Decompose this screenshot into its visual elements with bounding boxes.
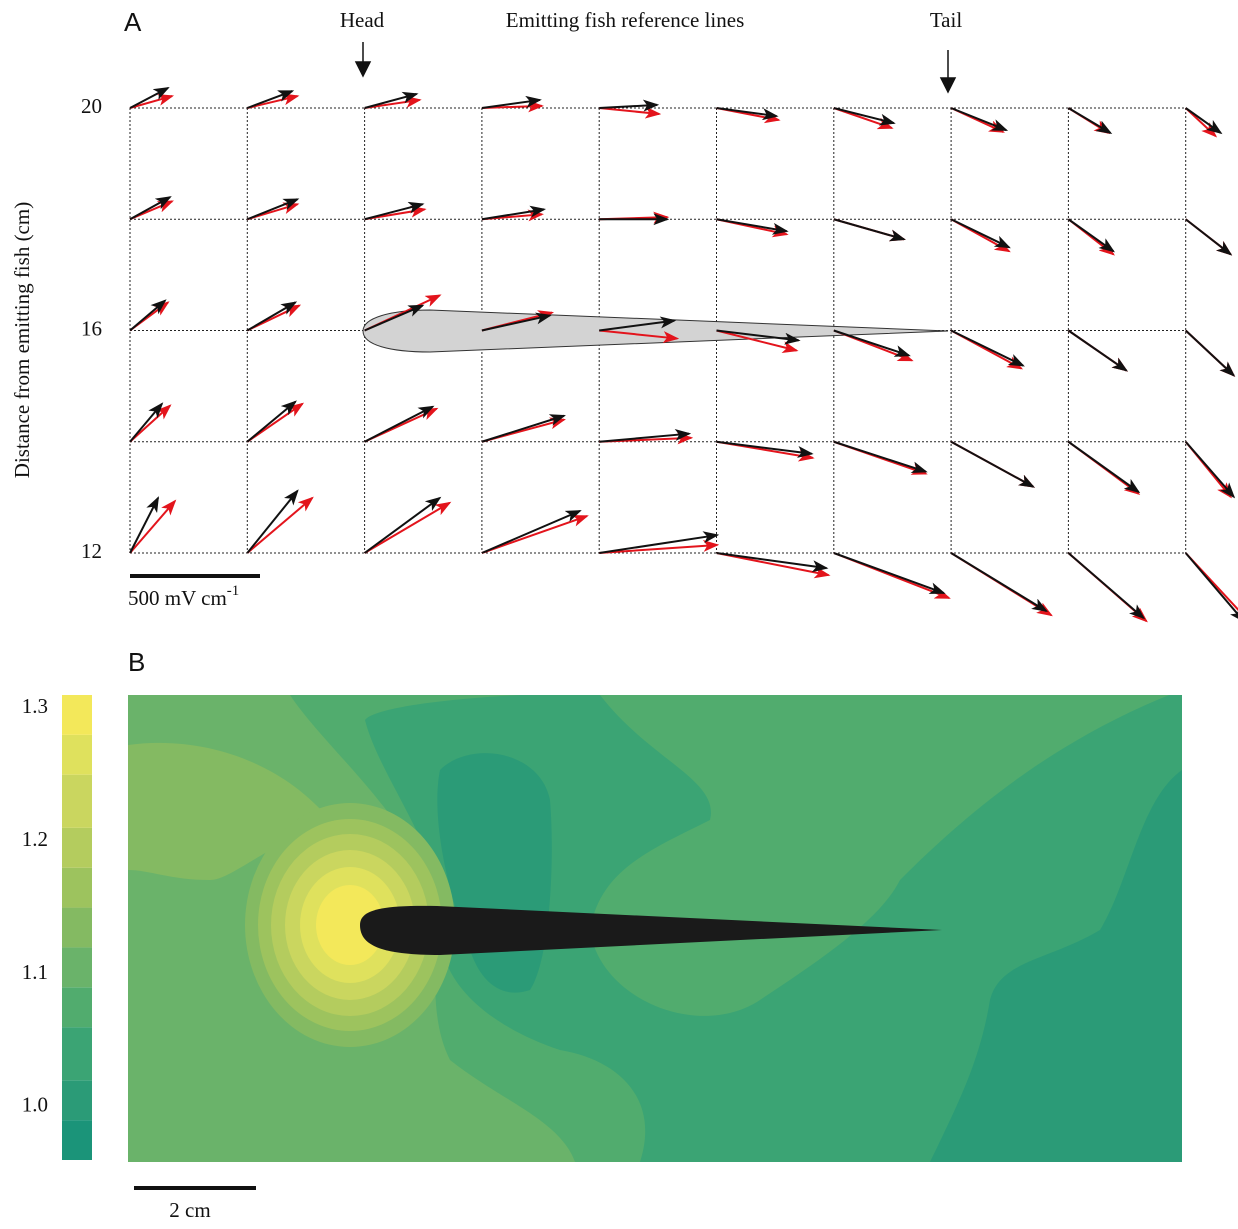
field-vector bbox=[246, 400, 297, 443]
field-vector bbox=[129, 496, 159, 554]
colorbar-band bbox=[62, 695, 92, 735]
field-vector bbox=[364, 91, 419, 109]
y-tick-label: 16 bbox=[81, 316, 102, 340]
contour-region bbox=[930, 770, 1182, 1162]
field-vector bbox=[599, 106, 662, 119]
field-vector bbox=[833, 107, 896, 126]
y-tick-label: 12 bbox=[81, 539, 102, 563]
field-vector bbox=[1067, 329, 1129, 372]
field-vector bbox=[950, 107, 1009, 132]
scale-bar-text: 500 mV cm bbox=[128, 586, 227, 610]
field-vector bbox=[364, 501, 452, 554]
field-vector bbox=[129, 299, 167, 332]
field-vector bbox=[364, 496, 442, 554]
field-vector bbox=[364, 201, 425, 221]
colorbar-tick-label: 1.3 bbox=[22, 694, 48, 718]
field-vector bbox=[1184, 552, 1238, 623]
field-vector bbox=[716, 218, 789, 235]
field-vector bbox=[481, 312, 552, 332]
field-vector bbox=[950, 552, 1048, 613]
colorbar-tick-label: 1.2 bbox=[22, 827, 48, 851]
fish-silhouette bbox=[360, 905, 942, 955]
y-axis-label: Distance from emitting fish (cm) bbox=[10, 202, 34, 478]
field-vector bbox=[246, 489, 299, 554]
annotation: Emitting fish reference lines bbox=[506, 8, 745, 32]
field-vector bbox=[833, 440, 928, 474]
field-vector bbox=[1184, 441, 1236, 499]
field-vector bbox=[129, 404, 172, 443]
field-vector bbox=[716, 552, 831, 579]
field-vector bbox=[246, 198, 300, 221]
field-vector bbox=[599, 329, 680, 344]
panel-label: A bbox=[124, 7, 142, 37]
field-vector bbox=[599, 99, 660, 112]
scale-bar-exponent: -1 bbox=[227, 583, 240, 599]
colorbar-band bbox=[62, 987, 92, 1028]
field-vector bbox=[833, 552, 946, 594]
field-vector bbox=[1067, 107, 1113, 134]
field-vector bbox=[716, 552, 829, 573]
field-vector bbox=[1067, 218, 1116, 253]
field-vector bbox=[599, 428, 692, 443]
field-vector bbox=[950, 218, 1011, 249]
field-vector bbox=[481, 95, 542, 109]
field-vector bbox=[1067, 552, 1146, 620]
field-vector bbox=[599, 316, 677, 332]
field-vector bbox=[716, 329, 799, 353]
field-vector bbox=[716, 329, 801, 345]
colorbar-band bbox=[62, 774, 92, 828]
field-vector bbox=[1185, 107, 1223, 135]
field-vector bbox=[246, 496, 314, 554]
colorbar-band bbox=[62, 907, 92, 948]
colorbar-band bbox=[62, 1027, 92, 1081]
field-vector bbox=[129, 196, 172, 221]
field-vector bbox=[129, 499, 177, 554]
field-vector bbox=[950, 329, 1025, 367]
field-vector bbox=[481, 515, 589, 554]
field-vector bbox=[1185, 218, 1233, 256]
colorbar-band bbox=[62, 1120, 92, 1160]
colorbar-band bbox=[62, 1080, 92, 1121]
field-vector bbox=[833, 329, 911, 357]
colorbar-band bbox=[62, 867, 92, 908]
contour-region bbox=[365, 695, 1182, 1162]
colorbar-tick-label: 1.0 bbox=[22, 1093, 48, 1117]
field-vector bbox=[481, 205, 547, 221]
field-vector bbox=[246, 90, 295, 109]
field-vector bbox=[246, 301, 298, 332]
colorbar-band bbox=[62, 734, 92, 775]
colorbar-tick-label: 1.1 bbox=[22, 960, 48, 984]
panel-label: B bbox=[128, 647, 145, 677]
annotation: Tail bbox=[930, 8, 963, 32]
fish-outline bbox=[362, 309, 949, 353]
colorbar-band bbox=[62, 827, 92, 868]
field-vector bbox=[1067, 440, 1141, 494]
annotation: Head bbox=[340, 8, 385, 32]
field-vector bbox=[1185, 329, 1236, 377]
y-tick-label: 20 bbox=[81, 94, 102, 118]
field-vector bbox=[716, 440, 814, 458]
field-vector bbox=[599, 531, 720, 554]
field-vector bbox=[129, 87, 170, 109]
tail-arrow bbox=[939, 50, 957, 94]
field-vector bbox=[716, 107, 779, 121]
contour-region bbox=[128, 742, 330, 880]
field-vector bbox=[599, 539, 720, 554]
scale-bar-label: 500 mV cm-1 bbox=[128, 583, 239, 609]
colorbar-band bbox=[62, 947, 92, 988]
field-vector bbox=[481, 414, 566, 443]
field-vector bbox=[950, 440, 1036, 488]
field-vector bbox=[481, 509, 582, 554]
field-vector bbox=[364, 304, 425, 332]
field-vector bbox=[129, 402, 164, 443]
head-arrow bbox=[354, 42, 372, 78]
scale-bar-label: 2 cm bbox=[169, 1198, 210, 1222]
field-vector bbox=[364, 405, 435, 443]
contour-region bbox=[316, 885, 384, 965]
field-vector bbox=[833, 218, 906, 242]
